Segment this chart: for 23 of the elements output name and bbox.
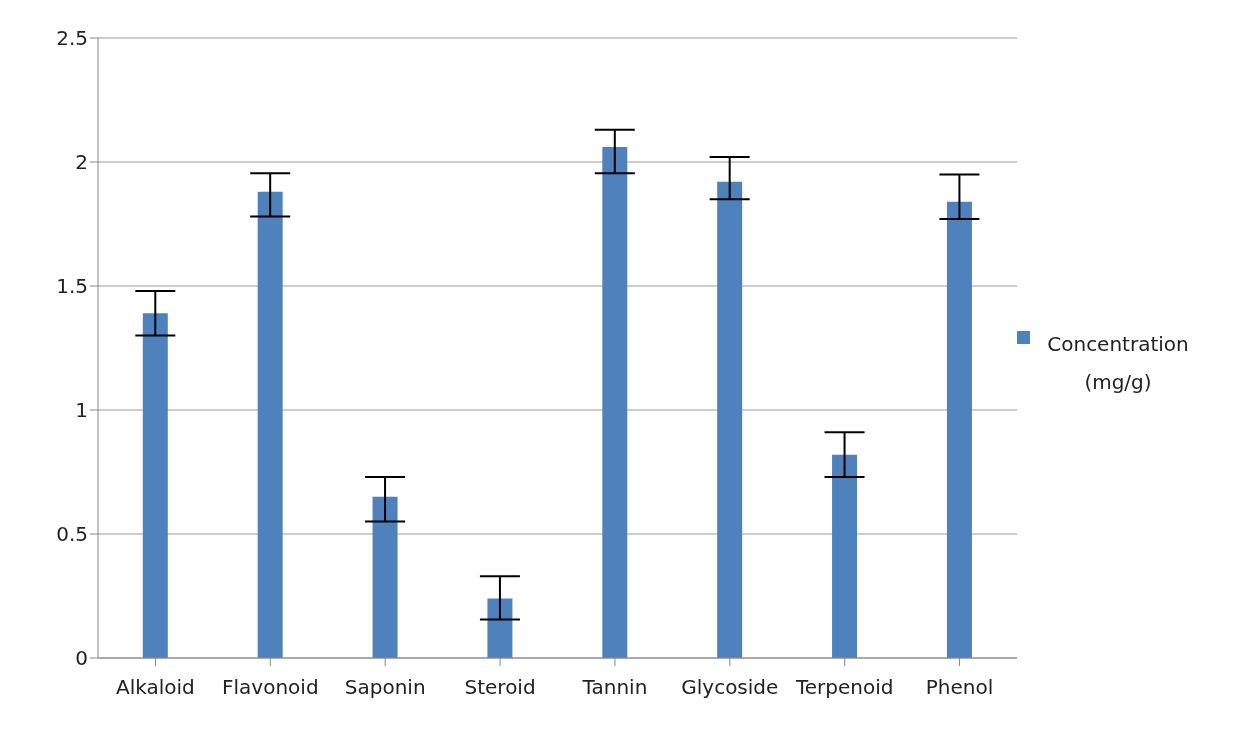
x-tick-label: Alkaloid [116, 675, 195, 700]
x-tick-label: Flavonoid [222, 675, 319, 700]
bar [487, 598, 513, 658]
y-tick-label: 2.5 [56, 26, 88, 51]
bar [372, 496, 398, 658]
x-tick-label: Terpenoid [794, 675, 894, 700]
bar [946, 201, 972, 658]
bar [142, 313, 168, 658]
bar [717, 181, 743, 658]
y-tick-label: 0.5 [56, 522, 88, 547]
x-tick-label: Tannin [581, 675, 648, 700]
y-tick-label: 0 [75, 646, 88, 671]
bar [602, 147, 628, 658]
bar [257, 191, 283, 658]
y-tick-label: 2 [75, 150, 88, 175]
y-tick-label: 1 [75, 398, 88, 423]
x-tick-label: Phenol [925, 675, 994, 700]
y-tick-label: 1.5 [56, 274, 88, 299]
legend-label: Concentration (mg/g) [1046, 331, 1190, 396]
x-tick-label: Saponin [344, 675, 426, 700]
bar [832, 454, 858, 658]
x-tick-label: Steroid [464, 675, 536, 700]
x-tick-label: Glycoside [681, 675, 779, 700]
